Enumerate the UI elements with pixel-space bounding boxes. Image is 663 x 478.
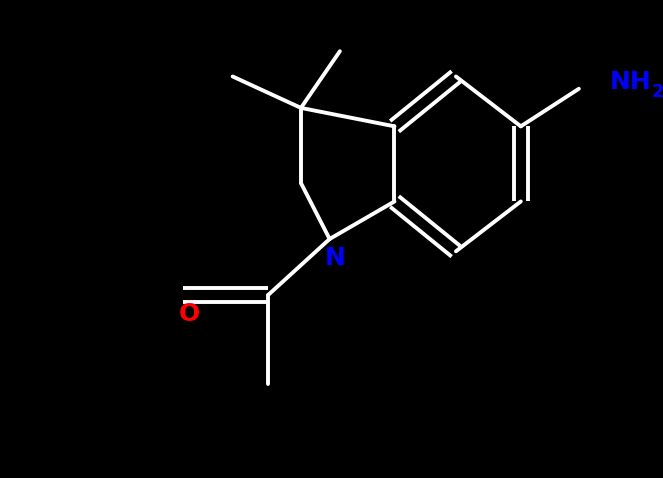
Text: NH: NH [609, 70, 651, 94]
Text: O: O [179, 302, 200, 326]
Text: 2: 2 [652, 83, 663, 101]
Text: N: N [325, 246, 345, 270]
